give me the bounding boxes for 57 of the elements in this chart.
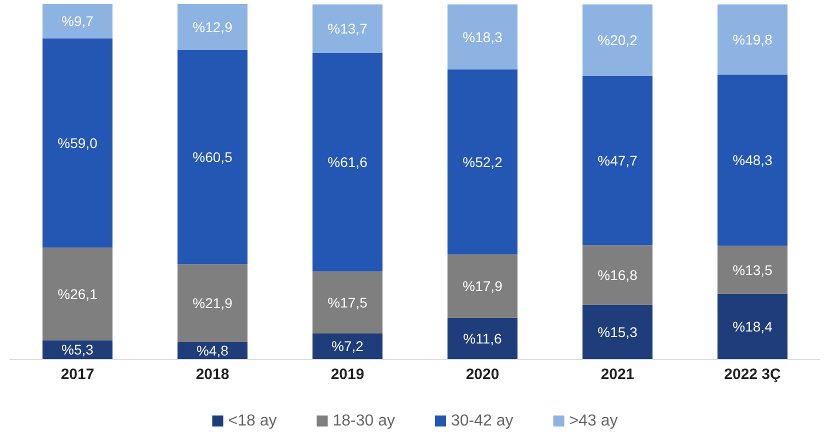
data-label: %48,3	[732, 152, 773, 168]
x-tick-label: 2017	[60, 366, 94, 383]
bar	[718, 246, 788, 294]
bar	[582, 245, 652, 305]
x-tick-label: 2022 3Ç	[724, 366, 782, 383]
data-label: %19,8	[732, 31, 773, 48]
bar	[178, 50, 248, 264]
bar	[582, 4, 652, 76]
data-label: %26,1	[58, 286, 98, 302]
x-tick-label: 2020	[466, 366, 500, 383]
legend-label: 30-42 ay	[451, 412, 514, 430]
data-label: %52,2	[462, 154, 503, 170]
data-label: %12,9	[192, 18, 233, 35]
bar	[718, 74, 788, 246]
bar	[312, 271, 382, 334]
data-label: %16,8	[598, 266, 638, 283]
bar	[582, 76, 652, 246]
bar	[312, 4, 382, 53]
bar	[42, 38, 112, 248]
bar	[42, 340, 112, 359]
legend-label: 18-30 ay	[332, 412, 395, 430]
x-tick-label: 2021	[600, 366, 634, 383]
data-label: %21,9	[192, 295, 233, 312]
data-label: %17,5	[328, 294, 368, 310]
data-label: %17,9	[462, 278, 503, 294]
bar	[178, 4, 248, 50]
data-label: %20,2	[598, 32, 638, 48]
bar	[448, 318, 518, 359]
data-label: %47,7	[598, 152, 638, 169]
data-label: %7,2	[332, 338, 364, 354]
data-label: %15,3	[598, 324, 638, 340]
bar	[42, 4, 112, 38]
data-label: %11,6	[463, 330, 502, 346]
data-label: %59,0	[58, 135, 98, 152]
data-label: %5,3	[62, 342, 94, 358]
bar	[312, 52, 382, 272]
bar	[312, 333, 382, 359]
data-label: %4,8	[196, 342, 229, 358]
data-label: %61,6	[328, 154, 368, 170]
legend-label: >43 ay	[569, 412, 618, 430]
bar	[448, 4, 518, 70]
data-label: %60,5	[192, 149, 233, 166]
bar	[718, 294, 788, 359]
x-tick-label: 2019	[330, 366, 364, 383]
data-label: %18,3	[462, 28, 503, 45]
legend-label: <18 ay	[228, 412, 277, 430]
data-label: %18,4	[732, 318, 773, 334]
bar	[178, 264, 248, 342]
bar	[582, 304, 652, 359]
bar	[448, 254, 518, 318]
x-tick-label: 2018	[196, 366, 230, 383]
data-label: %9,7	[62, 13, 94, 30]
data-label: %13,5	[732, 262, 773, 278]
data-label: %13,7	[328, 20, 368, 37]
bar	[718, 4, 788, 75]
bar	[448, 69, 518, 254]
bar	[42, 248, 112, 340]
